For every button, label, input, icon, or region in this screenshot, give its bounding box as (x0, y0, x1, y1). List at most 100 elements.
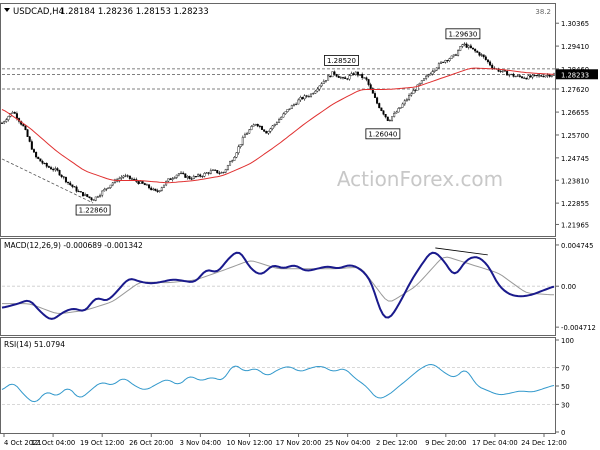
candle-body (356, 71, 359, 76)
candle-body (501, 70, 504, 72)
candle-body (544, 75, 547, 78)
candle-body (133, 179, 136, 181)
candle-body (101, 190, 104, 196)
candle-body (141, 181, 144, 184)
candle-body (169, 178, 172, 180)
candle-body (346, 78, 349, 80)
candle-body (450, 55, 453, 59)
macd-tick-label: 0.004745 (561, 242, 593, 250)
candle-body (105, 188, 108, 190)
candle-body (305, 95, 308, 97)
candle-body (99, 195, 102, 197)
candle-body (107, 187, 110, 189)
watermark: ActionForex.com (337, 167, 503, 191)
rsi-panel-frame (0, 337, 556, 434)
rsi-tick-label: 0 (561, 429, 565, 437)
macd-title: MACD(12,26,9) -0.000689 -0.001342 (4, 241, 143, 250)
candle-body (145, 184, 148, 186)
candle-body (391, 116, 394, 121)
candle-body (241, 137, 244, 145)
candle-body (84, 194, 87, 197)
candle-body (28, 136, 31, 142)
candle-body (365, 77, 368, 80)
candle-body (491, 64, 494, 69)
price-tick-label: 1.25700 (561, 132, 589, 140)
x-tick-label: 4 Oct 2021 (4, 439, 42, 447)
candle-body (414, 89, 417, 91)
candle-body (52, 168, 55, 171)
candle-body (229, 161, 232, 166)
candle-body (131, 178, 134, 180)
candle-body (1, 122, 4, 124)
candle-body (518, 75, 521, 77)
candle-body (514, 76, 517, 78)
candle-body (69, 182, 72, 185)
candle-body (96, 196, 99, 198)
candle-body (486, 59, 489, 63)
candle-body (263, 129, 266, 132)
candle-body (427, 74, 430, 77)
candle-body (342, 77, 345, 79)
candle-body (67, 181, 70, 184)
candle-body (201, 176, 204, 178)
candle-body (197, 174, 200, 177)
x-tick-label: 17 Dec 04:00 (472, 439, 518, 447)
candle-body (482, 54, 485, 58)
macd-tick-label: 0.00 (561, 283, 576, 291)
candle-body (301, 97, 304, 100)
candle-body (480, 54, 483, 56)
candle-body (512, 73, 515, 77)
candle-body (75, 186, 78, 192)
macd-signal-line (2, 256, 555, 314)
candle-body (222, 171, 225, 173)
x-tick-label: 26 Oct 20:00 (129, 439, 173, 447)
candle-body (412, 90, 415, 95)
candle-body (250, 126, 253, 131)
candle-body (158, 190, 161, 192)
candle-body (3, 121, 6, 124)
candle-body (254, 123, 257, 126)
candle-body (550, 75, 553, 77)
candle-body (261, 126, 264, 130)
rsi-line (1, 364, 555, 403)
candle-body (246, 133, 249, 135)
candle-body (235, 152, 238, 158)
candle-body (90, 197, 93, 200)
candle-body (395, 111, 398, 114)
candle-body (120, 176, 123, 179)
candle-body (58, 170, 61, 176)
candle-body (56, 168, 59, 171)
candle-body (64, 177, 67, 183)
candle-body (79, 191, 82, 193)
candle-body (15, 113, 18, 119)
candle-body (239, 144, 242, 147)
price-annotation-label: 1.29630 (448, 30, 477, 38)
candle-body (186, 176, 189, 178)
candle-body (354, 71, 357, 76)
candle-body (401, 103, 404, 108)
candle-body (373, 93, 376, 98)
candle-body (233, 157, 236, 161)
candle-body (173, 177, 176, 179)
candle-body (540, 75, 543, 77)
candle-body (440, 61, 443, 64)
candle-body (5, 119, 8, 122)
candle-body (81, 191, 84, 197)
candle-body (352, 73, 355, 76)
candle-body (94, 196, 97, 201)
candle-body (506, 71, 509, 76)
price-panel-frame (0, 3, 556, 237)
price-tick-label: 1.30365 (561, 20, 589, 28)
candle-body (150, 187, 153, 191)
candle-body (393, 113, 396, 117)
candle-body (73, 186, 76, 188)
candle-body (47, 166, 50, 168)
candle-body (314, 90, 317, 94)
candle-body (327, 75, 330, 81)
candle-body (425, 75, 428, 79)
candle-body (13, 112, 16, 114)
candle-body (337, 75, 340, 78)
candle-body (190, 178, 193, 180)
candle-body (180, 172, 183, 174)
candle-body (329, 75, 332, 78)
